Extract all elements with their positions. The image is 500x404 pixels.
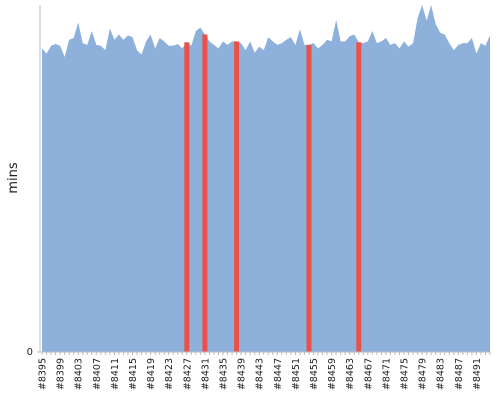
failed-bar [356, 42, 362, 353]
x-tick-label: #8463 [345, 358, 356, 390]
x-tick-label: #8443 [255, 358, 266, 390]
x-tick-label: #8491 [472, 358, 483, 390]
x-tick-label: #8435 [219, 358, 230, 390]
x-tick-label: #8407 [92, 358, 103, 390]
y-tick-label: 0 [27, 347, 33, 358]
x-tick-label: #8479 [418, 358, 429, 390]
x-tick-label: #8403 [74, 358, 85, 390]
failed-bar [202, 34, 208, 353]
x-tick-label: #8451 [291, 358, 302, 390]
area [42, 5, 490, 352]
x-tick-label: #8467 [363, 358, 374, 390]
x-tick-label: #8459 [327, 358, 338, 390]
x-tick-label: #8455 [309, 358, 320, 390]
y-axis-label: mins [6, 162, 21, 194]
x-tick-label: #8431 [200, 358, 211, 390]
x-tick-label: #8483 [436, 358, 447, 390]
x-tick-label: #8439 [237, 358, 248, 390]
x-tick-label: #8487 [454, 358, 465, 390]
x-tick-label: #8411 [110, 358, 121, 390]
x-tick-label: #8423 [164, 358, 175, 390]
x-tick-label: #8395 [38, 358, 49, 390]
x-tick-label: #8471 [381, 358, 392, 390]
x-tick-label: #8447 [273, 358, 284, 390]
failed-bar [306, 44, 312, 352]
failed-bar [234, 41, 240, 353]
failed-bar [184, 42, 190, 353]
x-tick-label: #8399 [56, 358, 67, 390]
x-tick-label: #8419 [146, 358, 157, 390]
x-tick-label: #8427 [182, 358, 193, 390]
x-tick-label: #8475 [400, 358, 411, 390]
x-tick-label: #8415 [128, 358, 139, 390]
